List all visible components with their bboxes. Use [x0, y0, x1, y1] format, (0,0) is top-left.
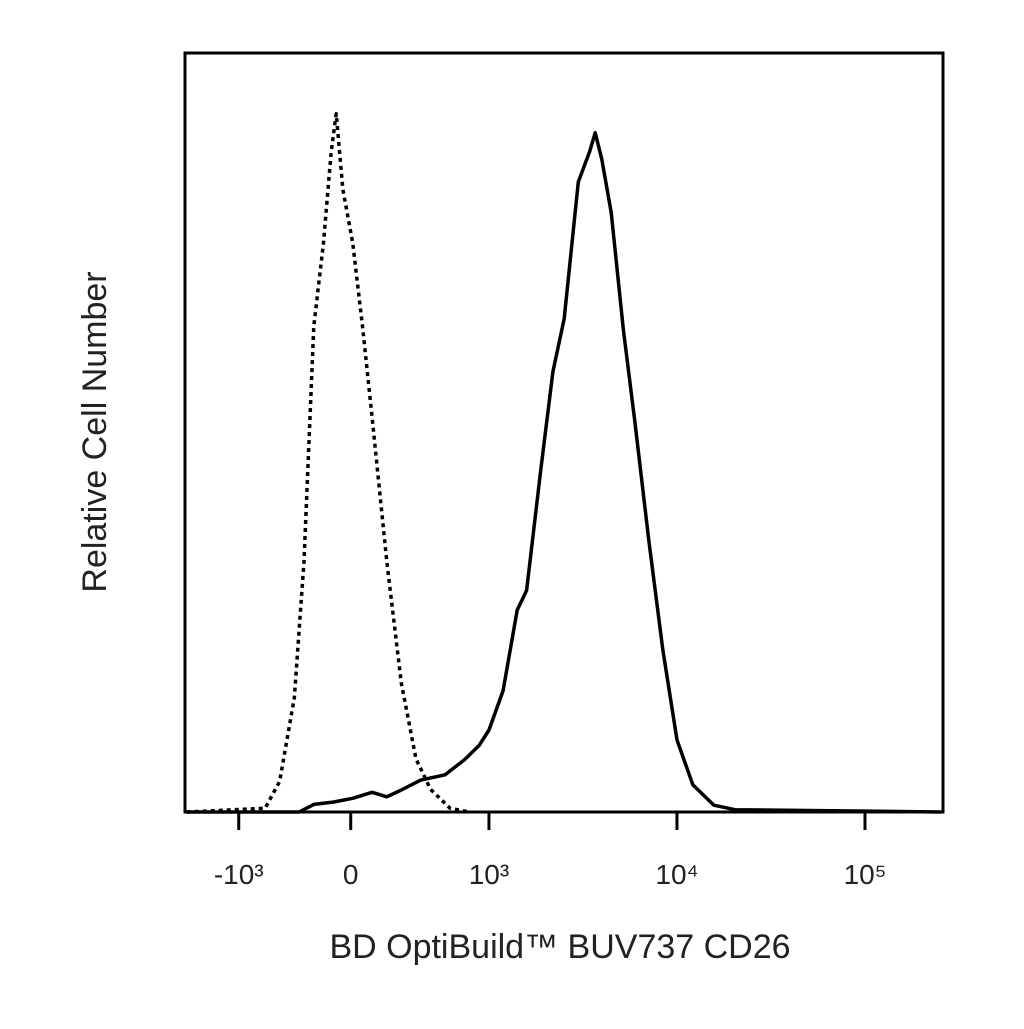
plot-frame — [183, 51, 945, 814]
histogram-curve — [186, 111, 470, 814]
x-tick-label: 0 — [343, 859, 359, 890]
x-tick-label: 10³ — [469, 859, 509, 890]
x-tick-label: 10⁵ — [844, 859, 887, 890]
histogram-curve — [186, 130, 942, 814]
y-axis-title: Relative Cell Number — [76, 271, 114, 592]
x-axis-title: BD OptiBuild™ BUV737 CD26 — [329, 928, 790, 966]
x-tick-label: 10⁴ — [655, 859, 698, 890]
x-tick-label: -10³ — [214, 859, 264, 890]
